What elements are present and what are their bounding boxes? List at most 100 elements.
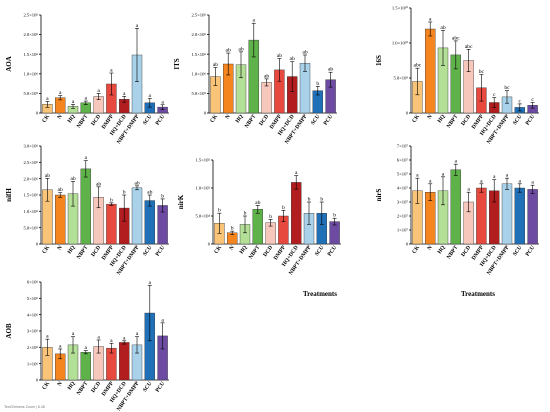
significance-letter: a bbox=[295, 170, 298, 176]
x-axis-label-treatments-2: Treatments bbox=[461, 290, 495, 298]
significance-letter: bc bbox=[479, 69, 485, 75]
category-label: HQ bbox=[67, 380, 77, 391]
y-tick-label: 7×10⁷ bbox=[397, 144, 408, 149]
y-tick-label: 3.0×10⁶ bbox=[23, 144, 38, 149]
significance-letter: a bbox=[519, 178, 522, 184]
significance-letter: b bbox=[218, 208, 221, 214]
y-tick-label: 5×10⁶ bbox=[27, 296, 38, 301]
category-label: PCU bbox=[327, 245, 339, 258]
category-label: N bbox=[427, 114, 434, 121]
chart-panel-nirk: 05.0×10⁴1.0×10⁵1.5×10⁵nirKbCKbNbHQabNBPT… bbox=[177, 158, 341, 276]
bar-n bbox=[425, 28, 436, 114]
category-label: NBPT bbox=[446, 244, 460, 260]
significance-letter: a bbox=[253, 18, 256, 24]
y-tick-label: 5×10⁷ bbox=[397, 172, 408, 177]
significance-letter: b bbox=[123, 190, 126, 196]
bar-nbpt bbox=[450, 169, 461, 245]
y-tick-label: 1.5×10¹⁰ bbox=[392, 6, 408, 11]
significance-letter: b bbox=[320, 197, 323, 203]
significance-letter: ab bbox=[238, 46, 243, 52]
category-label: HQ bbox=[437, 113, 447, 124]
y-tick-label: 0 bbox=[406, 111, 409, 116]
y-tick-label: 4×10⁶ bbox=[27, 312, 38, 317]
y-tick-label: 1.5×10⁶ bbox=[23, 52, 38, 57]
category-label: HQ bbox=[235, 113, 245, 124]
y-tick-label: 1.5×10⁶ bbox=[23, 193, 38, 198]
bar-dcd bbox=[261, 82, 272, 114]
significance-letter: b bbox=[161, 193, 164, 199]
bar-dmpp bbox=[106, 203, 117, 245]
significance-letter: a bbox=[59, 343, 62, 349]
significance-letter: abc bbox=[414, 63, 422, 69]
category-label: SCU bbox=[142, 114, 153, 127]
significance-letter: c bbox=[519, 98, 522, 104]
category-label: NBPT bbox=[244, 113, 258, 129]
y-tick-label: 5.0×10⁴ bbox=[195, 214, 210, 219]
category-label: SCU bbox=[310, 114, 321, 127]
y-tick-label: 2.0×10⁶ bbox=[191, 32, 206, 37]
y-axis-label: 16S bbox=[375, 55, 383, 66]
significance-letter: ab bbox=[96, 181, 101, 187]
y-tick-label: 3×10⁷ bbox=[397, 200, 408, 205]
significance-letter: a bbox=[161, 99, 164, 105]
category-label: PCU bbox=[323, 114, 335, 127]
significance-letter: ab bbox=[213, 62, 218, 68]
y-axis-label: nirS bbox=[375, 188, 383, 201]
y-tick-label: 0 bbox=[204, 111, 207, 116]
y-tick-label: 3×10⁶ bbox=[27, 329, 38, 334]
significance-letter: a bbox=[506, 173, 509, 179]
category-label: N bbox=[57, 114, 64, 121]
significance-letter: ab bbox=[440, 25, 445, 31]
y-tick-label: 6×10⁶ bbox=[27, 280, 38, 285]
x-axis-label-treatments-1: Treatments bbox=[303, 290, 337, 298]
significance-letter: a bbox=[467, 187, 470, 193]
significance-letter: a bbox=[72, 99, 75, 105]
category-label: N bbox=[57, 245, 64, 252]
significance-letter: b bbox=[244, 211, 247, 217]
y-tick-label: 2.5×10⁶ bbox=[23, 13, 38, 18]
y-axis-label: nifH bbox=[5, 188, 13, 202]
y-tick-label: 6×10⁷ bbox=[397, 158, 408, 163]
category-label: SCU bbox=[142, 245, 153, 258]
significance-letter: a bbox=[429, 17, 432, 23]
significance-letter: ab bbox=[328, 67, 333, 73]
significance-letter: c bbox=[493, 92, 496, 98]
significance-letter: a bbox=[161, 317, 164, 323]
category-label: SCU bbox=[512, 114, 523, 127]
bar-hq-dcd bbox=[119, 342, 130, 381]
bar-nbpt-dmpp bbox=[501, 183, 513, 245]
significance-letter: ab bbox=[147, 190, 152, 196]
footer-text: Text/Chinese Zoom | 6.36 bbox=[4, 405, 45, 409]
significance-letter: a bbox=[531, 180, 534, 186]
y-tick-label: 1.0×10⁶ bbox=[191, 71, 206, 76]
significance-letter: b bbox=[269, 214, 272, 220]
significance-letter: ab bbox=[70, 176, 75, 182]
chart-panel-its: 0 5.0×10⁵ 1.0×10⁶ 1.5×10⁶ 2.0×10⁶ 2.5×10⁶ ITS a… bbox=[173, 13, 337, 145]
category-label: NBPT bbox=[248, 244, 262, 260]
y-tick-label: 1.0×10⁶ bbox=[23, 209, 38, 214]
chart-panel-nirs: 0 1×10⁷ 2×10⁷ 3×10⁷ 4×10⁷ 5×10⁷ 6×10⁷ 7×10⁷ nirS… bbox=[375, 144, 539, 276]
category-label: NBPT bbox=[76, 380, 90, 396]
significance-letter: ab bbox=[264, 73, 269, 79]
y-tick-label: 2.0×10⁶ bbox=[23, 32, 38, 37]
category-label: DCD bbox=[262, 245, 274, 258]
y-tick-label: 1.5×10⁶ bbox=[191, 52, 206, 57]
significance-letter: ab bbox=[290, 56, 295, 62]
category-label: CK bbox=[41, 244, 51, 255]
significance-letter: a bbox=[59, 90, 62, 96]
category-label: CK bbox=[41, 113, 51, 124]
y-tick-label: 0 bbox=[208, 242, 211, 247]
y-tick-label: 2×10⁷ bbox=[397, 214, 408, 219]
category-label: SCU bbox=[314, 245, 325, 258]
category-label: N bbox=[427, 245, 434, 252]
category-label: PCU bbox=[155, 245, 167, 258]
significance-letter: a bbox=[429, 178, 432, 184]
category-label: PCU bbox=[155, 114, 167, 127]
category-label: HQ bbox=[239, 244, 249, 255]
significance-letter: a bbox=[123, 335, 126, 341]
y-tick-label: 2.5×10⁶ bbox=[191, 13, 206, 18]
significance-letter: a bbox=[480, 178, 483, 184]
y-tick-label: 5.0×10⁵ bbox=[23, 91, 38, 96]
y-axis-label: nirK bbox=[177, 194, 185, 209]
